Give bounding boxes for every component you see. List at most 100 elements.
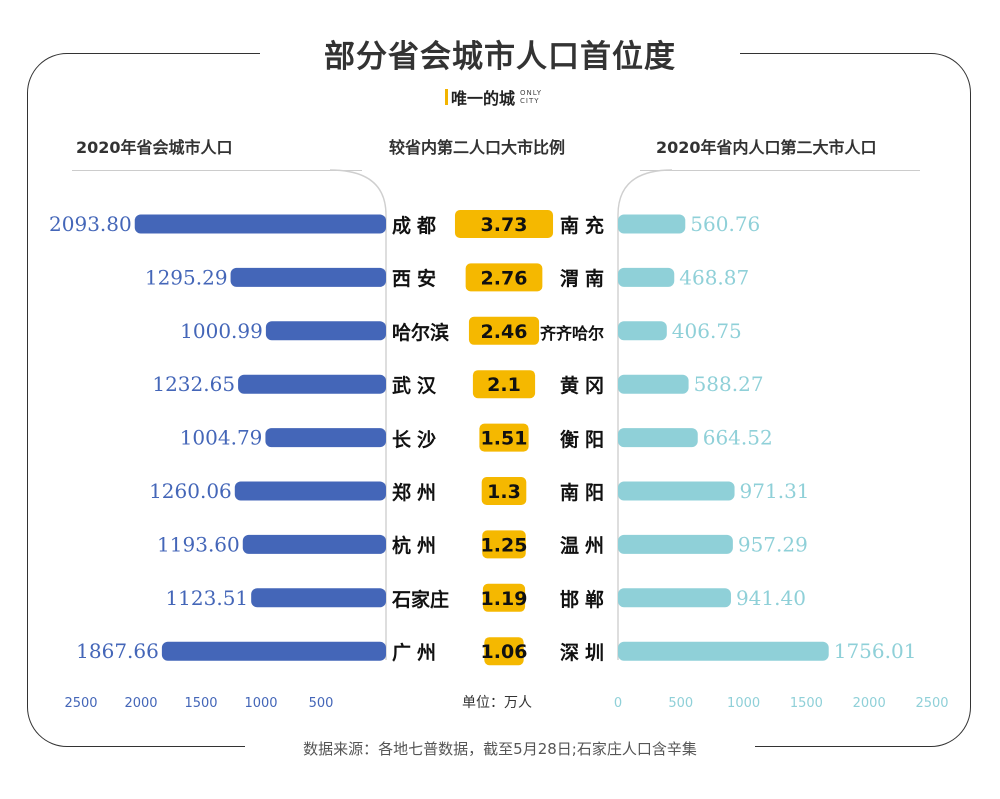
ratio-label: 3.73 <box>481 214 528 236</box>
right-value-label: 406.75 <box>672 319 742 343</box>
left-axis-tick: 500 <box>309 696 334 711</box>
second-city-label: 黄冈 <box>560 375 611 398</box>
right-axis-tick: 2500 <box>915 696 948 711</box>
right-value-label: 560.76 <box>690 212 760 236</box>
second-city-label: 邯郸 <box>560 588 611 611</box>
right-bar <box>618 374 689 394</box>
header-right-rule <box>640 170 920 171</box>
left-axis-tick: 2500 <box>64 696 97 711</box>
ratio-box <box>454 210 554 238</box>
right-value-label: 971.31 <box>740 479 810 503</box>
right-axis-tick: 0 <box>614 696 622 711</box>
second-city-label: 齐齐哈尔 <box>540 323 605 343</box>
ratio-label: 2.76 <box>481 267 528 289</box>
brand-name: 唯一的城 <box>451 89 516 108</box>
left-value-label: 1260.06 <box>149 479 232 503</box>
right-value-label: 588.27 <box>694 372 764 396</box>
ratio-box <box>482 583 526 612</box>
right-bar <box>618 588 731 608</box>
ratio-box <box>481 477 527 505</box>
capital-city-label: 广州 <box>392 642 443 665</box>
left-bar <box>161 641 386 661</box>
capital-city-label: 杭州 <box>392 535 443 558</box>
header-left-rule <box>72 170 362 171</box>
left-bar <box>230 267 386 287</box>
second-city-label: 南阳 <box>560 482 611 504</box>
header-center: 较省内第二人口大市比例 <box>389 138 566 157</box>
chart-title: 部分省会城市人口首位度 <box>260 28 740 86</box>
ratio-label: 2.1 <box>487 374 521 396</box>
brand-mark-icon <box>445 89 448 105</box>
left-axis-tick: 1000 <box>244 696 277 711</box>
right-value-label: 664.52 <box>703 426 773 450</box>
left-value-label: 1000.99 <box>180 319 263 343</box>
right-bar <box>618 214 686 234</box>
brand-sub-bottom: CITY <box>520 97 540 105</box>
ratio-box <box>482 530 526 559</box>
right-bar <box>618 428 698 448</box>
right-bar <box>618 267 675 287</box>
right-bar <box>618 641 829 661</box>
left-bar <box>251 588 386 608</box>
right-value-label: 941.40 <box>736 586 806 610</box>
right-axis-tick: 500 <box>668 696 693 711</box>
left-value-label: 2093.80 <box>49 212 132 236</box>
divider-right <box>617 169 673 660</box>
divider-left <box>329 169 387 660</box>
ratio-box <box>465 263 543 292</box>
right-bar <box>618 534 733 554</box>
left-bar <box>238 374 386 394</box>
ratio-label: 1.06 <box>481 641 528 663</box>
brand-sub: ONLY CITY <box>520 89 542 105</box>
capital-city-label: 长沙 <box>392 428 443 451</box>
left-value-label: 1004.79 <box>180 426 263 450</box>
right-axis-tick: 1000 <box>727 696 760 711</box>
data-source-note: 数据来源：各地七普数据，截至5月28日;石家庄人口含辛集 <box>245 732 755 766</box>
capital-city-label: 哈尔滨 <box>392 321 450 344</box>
ratio-box <box>468 316 540 345</box>
second-city-label: 深圳 <box>560 642 611 665</box>
left-value-label: 1295.29 <box>145 265 228 289</box>
right-bar <box>618 321 667 341</box>
left-bar <box>234 481 386 501</box>
left-value-label: 1123.51 <box>165 586 248 610</box>
second-city-label: 衡阳 <box>560 428 611 451</box>
second-city-label: 渭南 <box>560 268 611 291</box>
left-value-label: 1867.66 <box>76 639 159 663</box>
left-axis-tick: 2000 <box>124 696 157 711</box>
right-value-label: 957.29 <box>738 532 808 556</box>
left-value-label: 1232.65 <box>152 372 235 396</box>
left-axis-tick: 1500 <box>184 696 217 711</box>
header-left: 2020年省会城市人口 <box>76 138 233 157</box>
ratio-box <box>479 423 529 452</box>
header-right: 2020年省内人口第二大市人口 <box>656 138 877 157</box>
capital-city-label: 成都 <box>392 215 443 237</box>
capital-city-label: 郑州 <box>392 482 443 504</box>
ratio-label: 1.51 <box>481 428 528 450</box>
unit-label: 单位：万人 <box>462 695 532 711</box>
right-axis-tick: 2000 <box>853 696 886 711</box>
ratio-label: 1.3 <box>487 481 521 503</box>
left-bar <box>265 428 386 448</box>
left-bar <box>134 214 386 234</box>
right-value-label: 1756.01 <box>834 639 917 663</box>
ratio-box <box>472 370 536 399</box>
ratio-label: 2.46 <box>481 321 528 343</box>
left-value-label: 1193.60 <box>157 532 240 556</box>
left-bar <box>242 534 386 554</box>
second-city-label: 南充 <box>560 215 611 237</box>
ratio-label: 1.19 <box>481 588 528 610</box>
right-bar <box>618 481 735 501</box>
capital-city-label: 武汉 <box>392 375 443 398</box>
ratio-box <box>484 637 524 666</box>
brand-sub-top: ONLY <box>520 89 543 97</box>
capital-city-label: 石家庄 <box>392 588 450 611</box>
brand-logo: 唯一的城 ONLY CITY <box>445 84 542 110</box>
right-value-label: 468.87 <box>679 265 749 289</box>
left-bar <box>265 321 386 341</box>
right-axis-tick: 1500 <box>790 696 823 711</box>
second-city-label: 温州 <box>560 535 611 558</box>
capital-city-label: 西安 <box>392 268 443 291</box>
ratio-label: 1.25 <box>481 534 528 556</box>
